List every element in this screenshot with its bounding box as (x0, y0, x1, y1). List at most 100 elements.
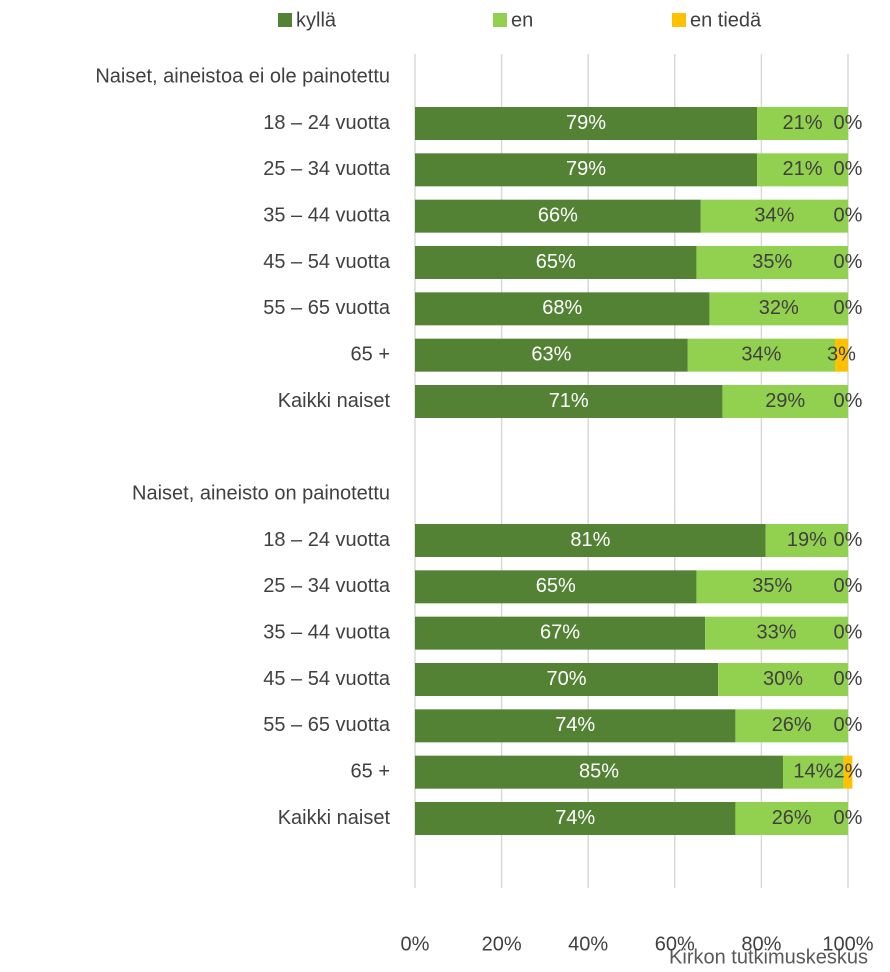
data-label: 35% (752, 575, 792, 597)
data-label: 70% (547, 668, 587, 690)
bar-segment (700, 199, 848, 233)
data-label: 32% (759, 297, 799, 319)
data-label: 29% (765, 390, 805, 412)
data-label: 65% (536, 575, 576, 597)
bar-segment (415, 709, 736, 743)
y-tick-label: 55 – 65 vuotta (263, 714, 391, 736)
bar-segment (765, 524, 848, 557)
bar-segment (415, 338, 688, 372)
bar-segment (757, 153, 848, 187)
data-label: 2% (834, 760, 863, 782)
data-label: 65% (536, 251, 576, 273)
data-label: 0% (834, 158, 863, 180)
bar-segment (696, 246, 848, 279)
data-label: 0% (834, 297, 863, 319)
data-label: 81% (570, 529, 610, 551)
data-label: 0% (834, 575, 863, 597)
bar-segment (709, 292, 848, 326)
bar-segment (415, 570, 697, 604)
legend-swatch (672, 13, 686, 27)
y-tick-label: 55 – 65 vuotta (263, 297, 391, 319)
data-label: 0% (834, 251, 863, 273)
bar-segment (415, 292, 710, 326)
data-label: 0% (834, 621, 863, 643)
data-label: 74% (555, 714, 595, 736)
y-tick-label: 18 – 24 vuotta (263, 529, 391, 551)
data-label: 0% (834, 112, 863, 134)
bar-segment (415, 153, 758, 187)
bar-segment (415, 385, 723, 418)
data-label: 34% (741, 343, 781, 365)
x-tick-label: 100% (822, 933, 873, 955)
bar-segment (757, 107, 848, 140)
y-tick-label: 35 – 44 vuotta (263, 204, 391, 226)
y-tick-label: 18 – 24 vuotta (263, 112, 391, 134)
y-tick-label: 65 + (351, 343, 390, 365)
data-label: 26% (772, 807, 812, 829)
y-tick-label: Kaikki naiset (278, 807, 391, 829)
data-label: 0% (834, 390, 863, 412)
data-label: 0% (834, 204, 863, 226)
data-label: 68% (542, 297, 582, 319)
data-label: 66% (538, 204, 578, 226)
legend-label: en (511, 9, 533, 31)
data-label: 74% (555, 807, 595, 829)
y-tick-label: 45 – 54 vuotta (263, 251, 391, 273)
legend-label: en tiedä (690, 9, 762, 31)
bar-segment (783, 755, 844, 789)
y-tick-label: Naiset, aineistoa ei ole painotettu (95, 65, 390, 87)
data-label: 33% (757, 621, 797, 643)
data-label: 0% (834, 529, 863, 551)
bar-segment (735, 802, 848, 835)
x-tick-label: 0% (401, 933, 430, 955)
bar-segment (722, 385, 848, 418)
data-label: 67% (540, 621, 580, 643)
bar-segment (705, 616, 848, 650)
bar-segment (835, 338, 848, 372)
data-label: 34% (754, 204, 794, 226)
bar-segment (415, 802, 736, 835)
x-tick-label: 20% (482, 933, 522, 955)
data-label: 26% (772, 714, 812, 736)
y-tick-label: 65 + (351, 760, 390, 782)
bar-segment (415, 524, 766, 557)
data-label: 19% (787, 529, 827, 551)
data-label: 71% (549, 390, 589, 412)
data-label: 79% (566, 112, 606, 134)
bar-segment (415, 246, 697, 279)
bar-segment (687, 338, 836, 372)
legend-label: kyllä (296, 9, 337, 31)
y-tick-label: 45 – 54 vuotta (263, 668, 391, 690)
data-label: 21% (783, 112, 823, 134)
legend-swatch (278, 13, 292, 27)
bar-segment (735, 709, 848, 743)
data-label: 3% (827, 343, 856, 365)
data-label: 14% (793, 760, 833, 782)
bar-segment (718, 663, 848, 696)
bar-segment (415, 107, 758, 140)
y-tick-label: Kaikki naiset (278, 390, 391, 412)
bar-segment (415, 199, 701, 233)
x-tick-label: 60% (655, 933, 695, 955)
data-label: 35% (752, 251, 792, 273)
data-label: 79% (566, 158, 606, 180)
legend-swatch (493, 13, 507, 27)
data-label: 21% (783, 158, 823, 180)
bar-segment (415, 616, 706, 650)
y-tick-label: 25 – 34 vuotta (263, 158, 391, 180)
bar-segment (843, 755, 853, 789)
y-tick-label: 25 – 34 vuotta (263, 575, 391, 597)
bar-segment (696, 570, 848, 604)
y-tick-label: Naiset, aineisto on painotettu (132, 482, 390, 504)
data-label: 0% (834, 807, 863, 829)
data-label: 0% (834, 668, 863, 690)
bar-segment (415, 755, 784, 789)
data-label: 85% (579, 760, 619, 782)
y-tick-label: 35 – 44 vuotta (263, 621, 391, 643)
x-tick-label: 40% (568, 933, 608, 955)
data-label: 63% (531, 343, 571, 365)
x-tick-label: 80% (741, 933, 781, 955)
source: Kirkon tutkimuskeskus (669, 946, 868, 968)
bar-segment (415, 663, 719, 696)
